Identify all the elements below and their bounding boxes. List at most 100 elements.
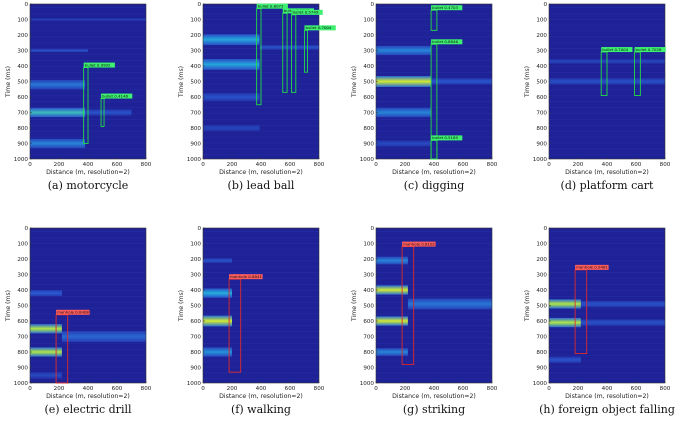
detection-label: bullet 0.8073 — [258, 3, 284, 8]
heatmap-stripe — [376, 45, 432, 56]
heatmap-stripe — [407, 298, 492, 310]
y-axis-label: Time (ms) — [524, 66, 531, 98]
y-tick-label: 500 — [363, 80, 374, 86]
y-tick-label: 900 — [363, 142, 374, 148]
y-tick-label: 700 — [190, 335, 201, 341]
heatmap-texture-line — [203, 325, 319, 327]
detection-label-bg — [229, 274, 263, 280]
heatmap-texture-line — [549, 113, 665, 114]
y-tick-label: 100 — [536, 18, 547, 24]
heatmap-texture-line — [30, 272, 146, 274]
y-axis-label: Time (ms) — [178, 290, 185, 322]
heatmap-texture-line — [203, 284, 319, 285]
heatmap-stripe — [30, 107, 86, 118]
y-tick-label: 700 — [363, 111, 374, 117]
heatmap-texture-line — [203, 337, 319, 338]
y-axis-label: Time (ms) — [5, 290, 12, 322]
heatmap-texture-line — [376, 272, 492, 274]
heatmap-stripe — [376, 348, 408, 356]
heatmap-texture-line — [376, 254, 492, 256]
heatmap-background — [30, 228, 146, 383]
heatmap-texture-line — [30, 54, 146, 56]
heatmap-texture-line — [376, 48, 492, 50]
y-tick-label: 300 — [17, 273, 28, 279]
x-tick-label: 200 — [54, 162, 65, 168]
y-axis-label: Time (ms) — [351, 66, 358, 98]
y-tick-label: 500 — [536, 304, 547, 310]
heatmap-texture-line — [30, 266, 146, 268]
x-tick-label: 200 — [54, 386, 65, 392]
heatmap-texture-line — [203, 142, 319, 144]
heatmap-texture-line — [203, 266, 319, 268]
y-tick-label: 600 — [536, 95, 547, 101]
heatmap-texture-line — [376, 89, 492, 91]
detection-label-bg — [304, 25, 336, 31]
x-tick-label: 400 — [602, 386, 613, 392]
heatmap-texture-line — [376, 348, 492, 350]
detection-label-bg — [83, 62, 115, 68]
heatmap-texture-line — [376, 284, 492, 285]
heatmap-texture-line — [30, 372, 146, 374]
heatmap-texture-line — [376, 337, 492, 338]
x-tick-label: 400 — [83, 386, 94, 392]
heatmap-texture-line — [549, 348, 665, 350]
heatmap-texture-line — [549, 136, 665, 138]
heatmap-texture-line — [549, 130, 665, 132]
detection-label: bullet 0.5749 — [292, 10, 318, 15]
y-tick-label: 0 — [370, 2, 374, 8]
heatmap-texture-line — [376, 18, 492, 20]
heatmap-texture-line — [203, 242, 319, 244]
y-tick-label: 800 — [536, 126, 547, 132]
heatmap-stripe — [203, 34, 260, 46]
heatmap-texture-line — [203, 290, 319, 291]
heatmap-texture-line — [549, 272, 665, 274]
heatmap-texture-line — [549, 337, 665, 338]
heatmap-texture-line — [376, 154, 492, 156]
panel-caption: (h) foreign object falling — [539, 403, 675, 416]
panel-caption: (d) platform cart — [560, 179, 654, 192]
heatmap-stripe — [549, 317, 581, 328]
heatmap-texture-line — [30, 242, 146, 244]
heatmap-texture-line — [376, 30, 492, 32]
heatmap-stripe — [203, 347, 232, 357]
x-tick-label: 200 — [573, 386, 584, 392]
y-tick-label: 600 — [363, 319, 374, 325]
heatmap-texture-line — [30, 154, 146, 156]
x-tick-label: 0 — [201, 386, 205, 392]
y-tick-label: 1000 — [14, 381, 29, 387]
y-tick-label: 900 — [190, 366, 201, 372]
y-tick-label: 500 — [536, 80, 547, 86]
y-tick-label: 400 — [363, 64, 374, 70]
x-tick-label: 0 — [547, 386, 551, 392]
detection-label-bg — [575, 264, 609, 270]
x-axis-label: Distance (m, resolution=2) — [46, 393, 130, 400]
heatmap-texture-line — [549, 278, 665, 280]
heatmap-texture-line — [376, 12, 492, 14]
y-tick-label: 1000 — [187, 157, 202, 163]
heatmap-texture-line — [203, 348, 319, 350]
heatmap-stripe — [30, 372, 62, 379]
heatmap-texture-line — [30, 354, 146, 356]
heatmap-background — [203, 228, 319, 383]
heatmap-texture-line — [30, 24, 146, 26]
y-tick-label: 600 — [536, 319, 547, 325]
y-tick-label: 300 — [190, 273, 201, 279]
heatmap-texture-line — [376, 66, 492, 67]
heatmap-texture-line — [376, 278, 492, 280]
y-tick-label: 100 — [190, 242, 201, 248]
y-tick-label: 200 — [363, 257, 374, 263]
heatmap-texture-line — [376, 101, 492, 103]
heatmap-texture-line — [203, 372, 319, 374]
heatmap-texture-line — [30, 378, 146, 380]
y-tick-label: 600 — [363, 95, 374, 101]
heatmap-stripe — [580, 319, 665, 326]
x-tick-label: 600 — [112, 386, 123, 392]
heatmap-texture-line — [376, 236, 492, 238]
y-tick-label: 0 — [543, 2, 547, 8]
x-tick-label: 600 — [285, 386, 296, 392]
heatmap-texture-line — [549, 36, 665, 38]
